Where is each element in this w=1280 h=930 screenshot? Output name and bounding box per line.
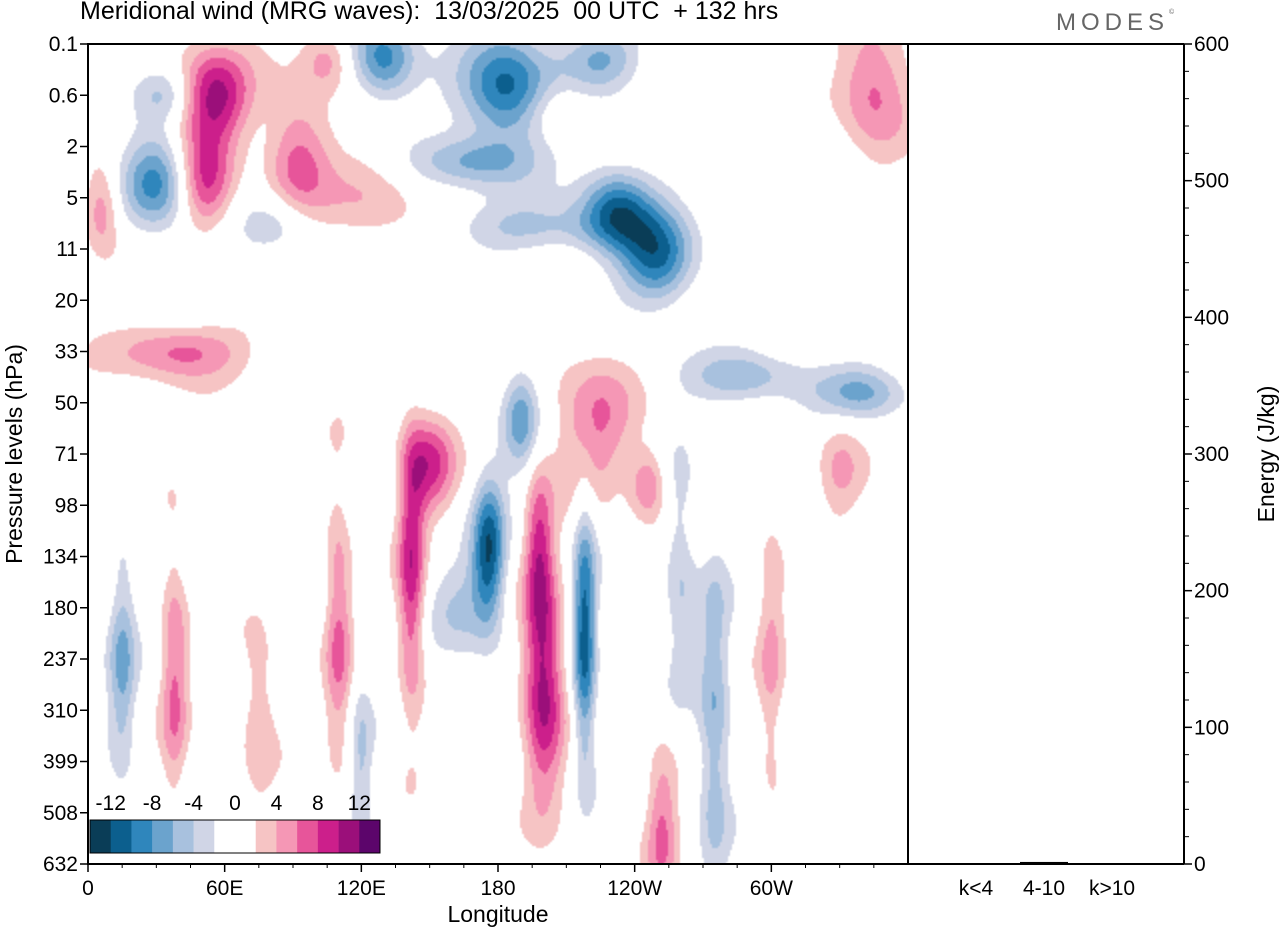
energy-category-label: k>10 [1089,877,1135,900]
colorbar-swatch [193,820,215,853]
x-axis-title: Longitude [447,901,548,927]
colorbar-swatch [172,820,194,853]
colorbar-frame [89,819,381,854]
x-tick-label: 120E [337,877,386,900]
modes-logo: MODES© [1056,9,1174,37]
colorbar-label: -4 [184,792,203,815]
energy-tick-label: 600 [1194,33,1229,56]
colorbar-swatch [317,820,339,853]
y-tick-label: 508 [43,802,78,825]
y-tick-label: 5 [66,187,78,210]
colorbar-swatch [338,820,360,853]
y-tick-label: 20 [55,289,78,312]
colorbar-label: -8 [143,792,162,815]
energy-tick-label: 100 [1194,716,1229,739]
y-axis: 0.1 0.6 2 5 11 20 33 50 71 98 134 180 237 310 399 508 63… [43,33,88,876]
energy-tick-label: 0 [1194,853,1206,876]
x-tick-label: 0 [82,877,94,900]
heatmap-plot [88,44,908,864]
y-tick-label: 399 [43,751,78,774]
y-tick-label: 71 [55,443,78,466]
energy-tick-label: 300 [1194,443,1229,466]
colorbar-label: 12 [348,792,371,815]
colorbar-swatch [152,820,174,853]
colorbar-label: -12 [96,792,126,815]
y-axis-title: Pressure levels (hPa) [1,344,27,564]
y-tick-label: 98 [55,494,78,517]
y-tick-label: 0.6 [49,84,78,107]
chart-title: Meridional wind (MRG waves): 13/03/2025 … [80,0,779,25]
y-tick-label: 11 [56,238,78,261]
energy-axis: 0 100 200 300 400 500 600 [1184,33,1229,876]
x-tick-label: 60W [750,877,793,900]
energy-axis-title: Energy (J/kg) [1253,386,1279,523]
colorbar-swatch [214,820,236,853]
colorbar-swatch [276,820,298,853]
logo-mark: © [1169,9,1175,16]
energy-panel: k<4 4-10 k>10 [952,861,1136,900]
colorbar-swatch [255,820,277,853]
colorbar-swatch [235,820,257,853]
colorbar-label: 0 [229,792,241,815]
x-tick-label: 180 [480,877,515,900]
colorbar: -12 -8 -4 0 4 8 12 [89,792,381,854]
y-tick-label: 632 [43,853,78,876]
energy-bar [1020,861,1068,864]
energy-category-label: k<4 [959,877,994,900]
x-tick-label: 120W [607,877,662,900]
colorbar-swatch [131,820,153,853]
colorbar-swatch [297,820,319,853]
colorbar-swatch [90,820,112,853]
colorbar-swatch [359,820,381,853]
energy-tick-label: 200 [1194,580,1229,603]
energy-tick-label: 500 [1194,170,1229,193]
energy-category-label: 4-10 [1023,877,1065,900]
colorbar-label: 8 [312,792,324,815]
y-tick-label: 0.1 [49,33,78,56]
y-tick-label: 134 [43,546,78,569]
y-tick-label: 310 [43,699,78,722]
energy-bar [952,863,1000,864]
y-tick-label: 33 [55,341,78,364]
colorbar-swatch [110,820,132,853]
y-tick-label: 50 [55,392,78,415]
x-axis: 0 60E 120E 180 120W 60W [82,864,875,900]
wind-field-contours [88,44,908,864]
colorbar-label: 4 [271,792,283,815]
x-tick-label: 60E [206,877,243,900]
y-tick-label: 2 [66,136,78,159]
logo-text: MODES [1056,9,1170,36]
y-tick-label: 237 [43,648,78,671]
energy-tick-label: 400 [1194,306,1229,329]
y-tick-label: 180 [43,597,78,620]
